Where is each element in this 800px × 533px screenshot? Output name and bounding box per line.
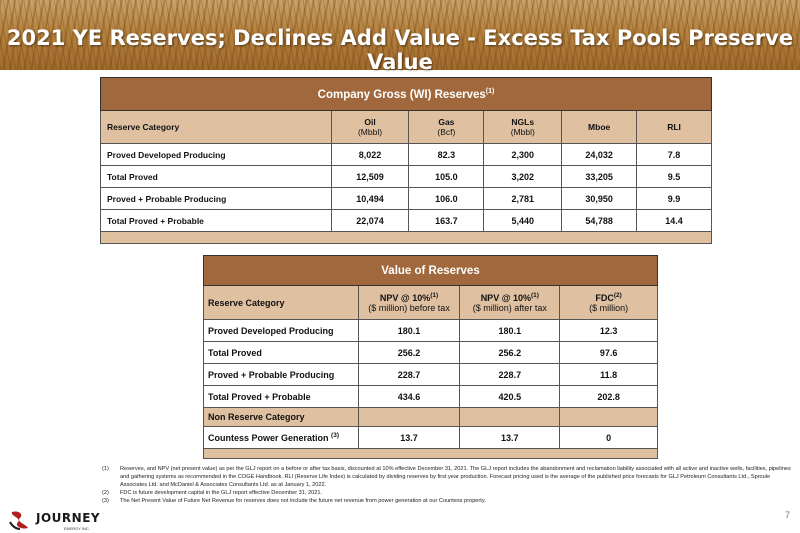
row-label: Total Proved (203, 341, 359, 364)
table-cell: 434.6 (357, 385, 461, 408)
company-logo: JOURNEY ENERGY INC. (8, 510, 128, 531)
footnote: (1) Reserves, and NPV (net present value… (102, 465, 792, 489)
section-row: Non Reserve Category (203, 407, 658, 427)
table-cell: 14.4 (636, 209, 712, 232)
footnote-text: FDC is future development capital in the… (120, 490, 322, 496)
value-table: Value of Reserves Reserve Category NPV @… (203, 255, 658, 459)
table-cell: 106.0 (408, 187, 485, 210)
table-row: Proved + Probable Producing 228.7 228.7 … (203, 363, 658, 386)
table-cell: 105.0 (408, 165, 485, 188)
table-cell: 5,440 (483, 209, 563, 232)
table-row: Total Proved + Probable 434.6 420.5 202.… (203, 385, 658, 408)
reserves-table-header: Reserve Category Oil (Mbbl) Gas (Bcf) NGLs… (100, 110, 712, 144)
table-cell: 2,300 (483, 143, 563, 166)
title-banner: 2021 YE Reserves; Declines Add Value - E… (0, 0, 800, 74)
column-header: Mboe (561, 110, 638, 144)
column-header: NGLs (Mbbl) (483, 110, 563, 144)
table-cell: 202.8 (559, 385, 658, 408)
journey-logo-icon (9, 511, 28, 530)
table-cell: 33,205 (561, 165, 638, 188)
row-label: Total Proved + Probable (100, 209, 332, 232)
row-label: Proved Developed Producing (203, 319, 359, 342)
table-cell: 30,950 (561, 187, 638, 210)
column-header: Reserve Category (203, 285, 359, 320)
table-cell: 8,022 (330, 143, 410, 166)
table-cell: 13.7 (459, 426, 561, 449)
table-cell: 9.9 (636, 187, 712, 210)
table-cell: 12,509 (330, 165, 410, 188)
column-header: Reserve Category (100, 110, 332, 144)
footnote: (2) FDC is future development capital in… (102, 489, 792, 497)
table-row: Total Proved + Probable 22,074 163.7 5,4… (100, 209, 712, 232)
table-cell: 11.8 (559, 363, 658, 386)
value-table-title: Value of Reserves (203, 255, 658, 286)
table-cell: 54,788 (561, 209, 638, 232)
table-cell: 228.7 (459, 363, 561, 386)
logo-subtitle: ENERGY INC. (64, 526, 90, 531)
footnote: (3) The Net Present Value of Future Net … (102, 497, 792, 505)
table-row: Total Proved 12,509 105.0 3,202 33,205 9… (100, 165, 712, 188)
logo-name: JOURNEY (36, 511, 101, 525)
table-cell: 22,074 (330, 209, 410, 232)
column-header: NPV @ 10%(1) ($ million) before tax (357, 285, 461, 320)
table-cell: 3,202 (483, 165, 563, 188)
slide-title: 2021 YE Reserves; Declines Add Value - E… (6, 26, 794, 74)
footnote-text: The Net Present Value of Future Net Reve… (120, 498, 486, 504)
table-cell: 97.6 (559, 341, 658, 364)
footnote-text: Reserves, and NPV (net present value) as… (120, 466, 791, 488)
page-number: 7 (785, 510, 791, 520)
row-label: Countess Power Generation (3) (203, 426, 359, 449)
table-cell: 256.2 (357, 341, 461, 364)
table-cell: 180.1 (459, 319, 561, 342)
section-label: Non Reserve Category (203, 407, 359, 427)
column-header: NPV @ 10%(1) ($ million) after tax (459, 285, 561, 320)
table-cell: 13.7 (357, 426, 461, 449)
footnote-number: (1) (102, 466, 109, 472)
table-cell: 12.3 (559, 319, 658, 342)
column-header: RLI (636, 110, 712, 144)
table-row: Proved Developed Producing 8,022 82.3 2,… (100, 143, 712, 166)
column-header: FDC(2) ($ million) (559, 285, 658, 320)
table-cell: 9.5 (636, 165, 712, 188)
value-table-header: Reserve Category NPV @ 10%(1) ($ million)… (203, 285, 658, 320)
table-cell: 180.1 (357, 319, 461, 342)
row-label: Total Proved (100, 165, 332, 188)
table-footer-band (100, 231, 712, 244)
table-cell: 228.7 (357, 363, 461, 386)
table-cell: 24,032 (561, 143, 638, 166)
table-row: Countess Power Generation (3) 13.7 13.7 … (203, 426, 658, 449)
table-cell: 420.5 (459, 385, 561, 408)
row-label: Proved + Probable Producing (203, 363, 359, 386)
table-cell: 0 (559, 426, 658, 449)
table-cell: 163.7 (408, 209, 485, 232)
row-label: Proved Developed Producing (100, 143, 332, 166)
table-cell: 256.2 (459, 341, 561, 364)
column-header: Gas (Bcf) (408, 110, 485, 144)
reserves-table: Company Gross (WI) Reserves(1) Reserve C… (100, 77, 712, 244)
footnote-number: (3) (102, 498, 109, 504)
footnote-number: (2) (102, 490, 109, 496)
row-label: Total Proved + Probable (203, 385, 359, 408)
table-cell: 2,781 (483, 187, 563, 210)
table-footer-band (203, 448, 658, 459)
table-cell: 82.3 (408, 143, 485, 166)
column-header: Oil (Mbbl) (330, 110, 410, 144)
row-label: Proved + Probable Producing (100, 187, 332, 210)
table-row: Proved Developed Producing 180.1 180.1 1… (203, 319, 658, 342)
table-cell: 10,494 (330, 187, 410, 210)
table-row: Total Proved 256.2 256.2 97.6 (203, 341, 658, 364)
table-row: Proved + Probable Producing 10,494 106.0… (100, 187, 712, 210)
table-cell: 7.8 (636, 143, 712, 166)
footnotes: (1) Reserves, and NPV (net present value… (102, 465, 792, 505)
reserves-table-title: Company Gross (WI) Reserves(1) (100, 77, 712, 111)
